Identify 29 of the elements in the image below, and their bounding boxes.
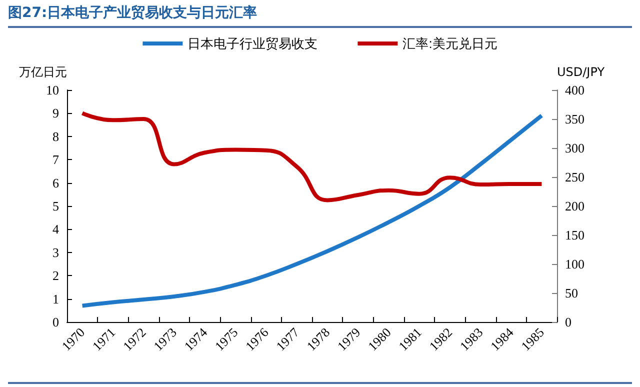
chart-title: 图27:日本电子产业贸易收支与日元汇率 [8, 4, 632, 28]
y-tick-label: 4 [52, 222, 60, 237]
y2-tick-label: 300 [565, 140, 584, 156]
y2-axis-title: USD/JPY [557, 65, 606, 79]
y-tick-label: 1 [52, 291, 59, 306]
line-series [80, 111, 544, 202]
y2-tick-label: 350 [565, 112, 584, 126]
y-tick-label: 0 [52, 314, 59, 330]
y-tick-label: 6 [52, 175, 60, 190]
y2-tick-label: 150 [565, 228, 584, 242]
y-tick-label: 3 [52, 244, 59, 260]
x-tick-label: 1971 [89, 324, 118, 354]
line-series [80, 114, 544, 308]
y-tick-label: 5 [52, 198, 59, 214]
y-tick-label: 2 [52, 268, 59, 284]
legend-label: 日本电子行业贸易收支 [188, 36, 318, 51]
y-tick-label: 7 [52, 152, 60, 168]
y2-tick-label: 250 [565, 170, 584, 184]
y-axis-title: 万亿日元 [19, 65, 67, 79]
y-tick-label: 9 [52, 106, 59, 121]
x-tick-label: 1981 [396, 324, 424, 354]
legend-label: 汇率:美元兑日元 [402, 36, 498, 51]
y-tick-label: 10 [46, 82, 59, 98]
y2-tick-label: 400 [565, 82, 584, 98]
y2-tick-label: 50 [565, 286, 578, 300]
y2-tick-label: 0 [565, 314, 572, 330]
y2-tick-label: 200 [565, 198, 584, 214]
y2-tick-label: 100 [565, 256, 584, 272]
y-tick-label: 8 [52, 128, 59, 144]
